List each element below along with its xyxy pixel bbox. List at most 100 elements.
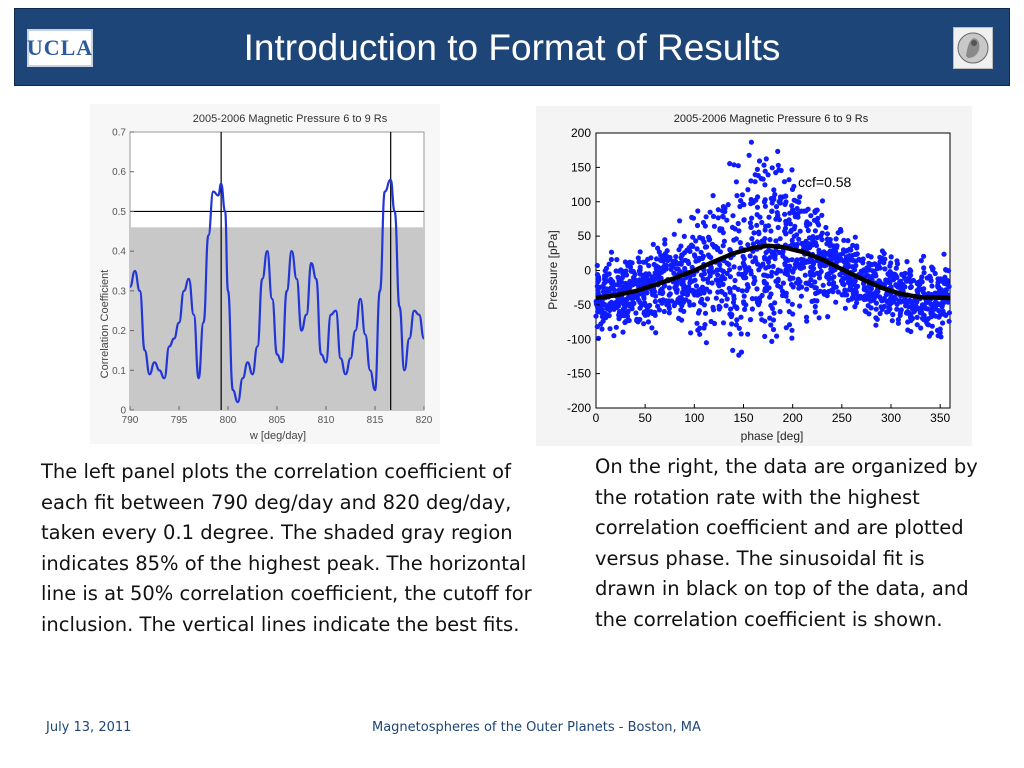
scatter-point [747, 153, 752, 158]
scatter-point [791, 284, 796, 289]
scatter-point [894, 307, 899, 312]
scatter-point [763, 204, 768, 209]
scatter-point [761, 163, 766, 168]
scatter-point [887, 270, 892, 275]
scatter-point [664, 298, 669, 303]
scatter-point [920, 316, 925, 321]
pressure-phase-chart-svg: 2005-2006 Magnetic Pressure 6 to 9 Rs 05… [536, 106, 972, 446]
scatter-point [783, 199, 788, 204]
scatter-point [842, 260, 847, 265]
scatter-point [669, 298, 674, 303]
scatter-point [717, 305, 722, 310]
scatter-point [657, 249, 662, 254]
scatter-point [672, 303, 677, 308]
scatter-point [804, 245, 809, 250]
scatter-point [714, 296, 719, 301]
shaded-region [130, 227, 424, 410]
scatter-point [920, 302, 925, 307]
scatter-point [866, 303, 871, 308]
scatter-point [940, 320, 945, 325]
scatter-point [813, 309, 818, 314]
scatter-point [896, 321, 901, 326]
scatter-point [703, 245, 708, 250]
scatter-point [667, 285, 672, 290]
scatter-point [691, 216, 696, 221]
scatter-point [652, 262, 657, 267]
y-tick-label: 200 [571, 126, 591, 140]
scatter-point [596, 336, 601, 341]
scatter-point [646, 319, 651, 324]
scatter-point [602, 276, 607, 281]
scatter-point [848, 254, 853, 259]
y-tick-label: 150 [571, 160, 591, 174]
scatter-point [695, 246, 700, 251]
scatter-point [772, 300, 777, 305]
x-tick-label: 300 [881, 411, 901, 425]
scatter-point [658, 258, 663, 263]
scatter-point [617, 299, 622, 304]
scatter-point [816, 248, 821, 253]
scatter-point [902, 284, 907, 289]
scatter-point [790, 302, 795, 307]
scatter-point [795, 257, 800, 262]
scatter-point [691, 288, 696, 293]
scatter-point [797, 279, 802, 284]
scatter-point [721, 282, 726, 287]
scatter-point [692, 252, 697, 257]
scatter-point [712, 321, 717, 326]
scatter-point [661, 265, 666, 270]
scatter-point [837, 272, 842, 277]
scatter-point [599, 326, 604, 331]
scatter-point [704, 340, 709, 345]
scatter-point [882, 251, 887, 256]
scatter-point [614, 325, 619, 330]
scatter-point [774, 334, 779, 339]
scatter-point [724, 218, 729, 223]
scatter-point [898, 313, 903, 318]
scatter-point [719, 298, 724, 303]
scatter-point [756, 231, 761, 236]
scatter-point [814, 243, 819, 248]
scatter-point [739, 350, 744, 355]
scatter-point [904, 259, 909, 264]
scatter-point [925, 322, 930, 327]
scatter-point [766, 264, 771, 269]
y-axis-label: Correlation Coefficient [99, 270, 111, 379]
scatter-point [695, 328, 700, 333]
scatter-point [705, 296, 710, 301]
scatter-point [882, 257, 887, 262]
scatter-point [699, 273, 704, 278]
scatter-point [651, 242, 656, 247]
scatter-point [742, 307, 747, 312]
scatter-point [881, 297, 886, 302]
scatter-point [741, 218, 746, 223]
scatter-point [695, 208, 700, 213]
scatter-point [727, 332, 732, 337]
scatter-point [602, 286, 607, 291]
scatter-point [783, 267, 788, 272]
scatter-point [688, 279, 693, 284]
scatter-point [799, 294, 804, 299]
scatter-point [936, 315, 941, 320]
scatter-point [796, 237, 801, 242]
scatter-point [788, 275, 793, 280]
scatter-point [776, 267, 781, 272]
scatter-point [615, 282, 620, 287]
scatter-point [762, 255, 767, 260]
scatter-point [863, 293, 868, 298]
scatter-point [935, 284, 940, 289]
scatter-point [812, 209, 817, 214]
scatter-point [755, 167, 760, 172]
scatter-point [731, 300, 736, 305]
scatter-point [770, 200, 775, 205]
scatter-point [817, 275, 822, 280]
scatter-point [687, 303, 692, 308]
scatter-point [673, 287, 678, 292]
scatter-point [840, 281, 845, 286]
scatter-point [694, 321, 699, 326]
correlation-chart: 2005-2006 Magnetic Pressure 6 to 9 Rs 79… [90, 104, 440, 444]
scatter-point [851, 288, 856, 293]
scatter-point [668, 291, 673, 296]
scatter-point [890, 318, 895, 323]
x-tick-label: 0 [593, 411, 600, 425]
